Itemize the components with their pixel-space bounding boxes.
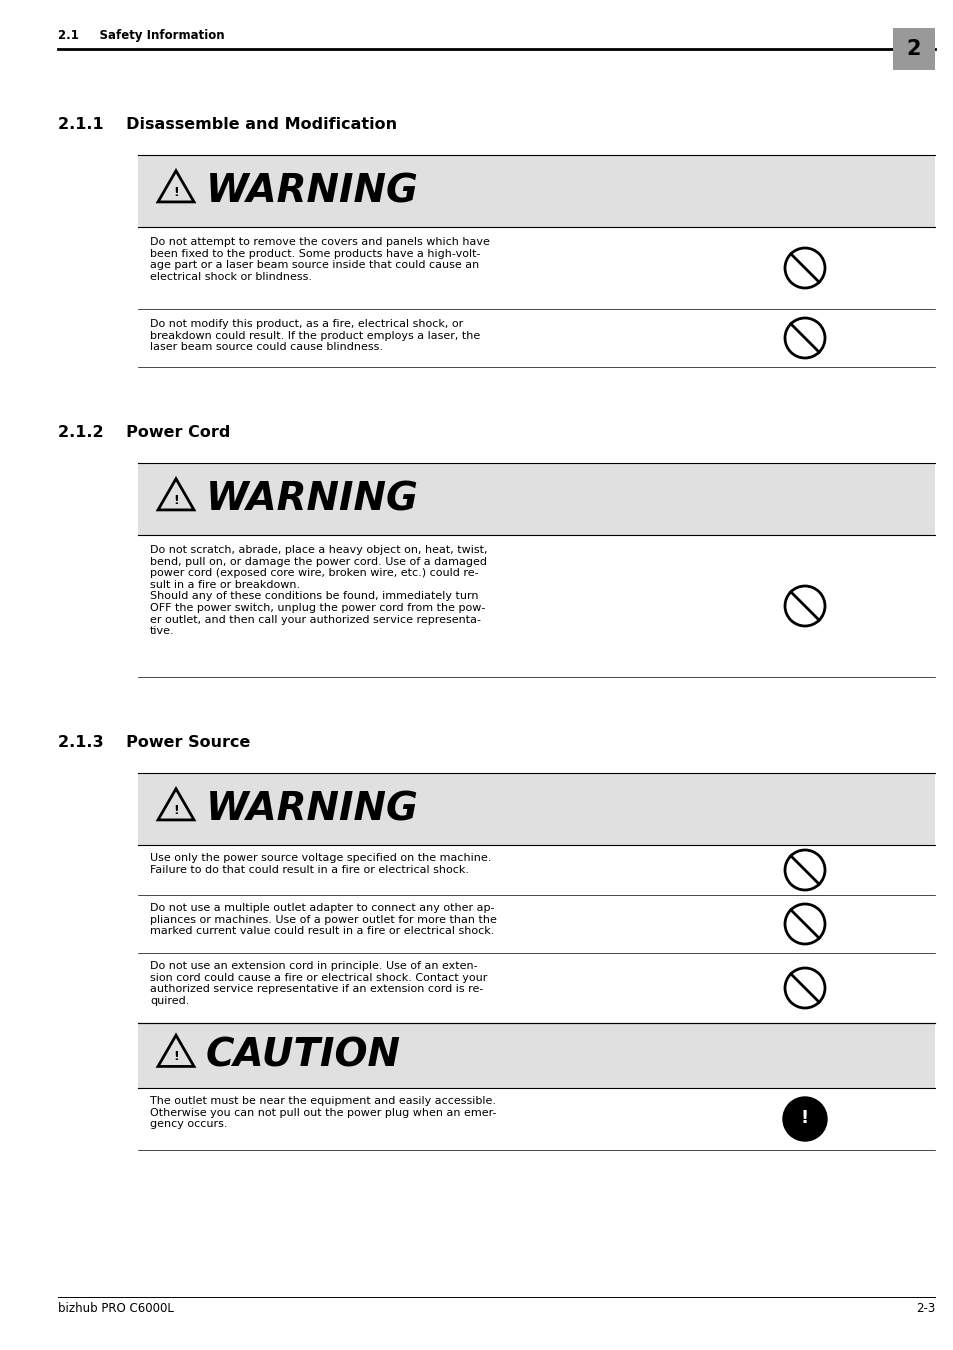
Text: Do not use an extension cord in principle. Use of an exten-
sion cord could caus: Do not use an extension cord in principl…	[150, 961, 487, 1006]
Text: WARNING: WARNING	[206, 790, 418, 828]
Text: Do not use a multiple outlet adapter to connect any other ap-
pliances or machin: Do not use a multiple outlet adapter to …	[150, 903, 497, 936]
Text: WARNING: WARNING	[206, 481, 418, 518]
Text: 2.1     Safety Information: 2.1 Safety Information	[58, 28, 224, 42]
Text: Do not attempt to remove the covers and panels which have
been fixed to the prod: Do not attempt to remove the covers and …	[150, 238, 489, 282]
Text: 2-3: 2-3	[915, 1301, 934, 1315]
FancyBboxPatch shape	[138, 463, 934, 535]
Text: Do not scratch, abrade, place a heavy object on, heat, twist,
bend, pull on, or : Do not scratch, abrade, place a heavy ob…	[150, 545, 487, 636]
Text: bizhub PRO C6000L: bizhub PRO C6000L	[58, 1301, 173, 1315]
Text: The outlet must be near the equipment and easily accessible.
Otherwise you can n: The outlet must be near the equipment an…	[150, 1096, 496, 1129]
Text: !: !	[172, 1050, 178, 1062]
Text: 2.1.1    Disassemble and Modification: 2.1.1 Disassemble and Modification	[58, 117, 396, 132]
FancyBboxPatch shape	[138, 155, 934, 227]
Circle shape	[782, 1098, 826, 1141]
Text: !: !	[172, 803, 178, 817]
Text: Use only the power source voltage specified on the machine.
Failure to do that c: Use only the power source voltage specif…	[150, 853, 491, 875]
Text: !: !	[801, 1108, 808, 1127]
Text: 2.1.3    Power Source: 2.1.3 Power Source	[58, 734, 250, 751]
FancyBboxPatch shape	[892, 28, 934, 70]
Text: 2.1.2    Power Cord: 2.1.2 Power Cord	[58, 425, 230, 440]
Text: !: !	[172, 494, 178, 506]
Text: 2: 2	[905, 39, 921, 59]
FancyBboxPatch shape	[138, 1023, 934, 1088]
Text: CAUTION: CAUTION	[206, 1037, 400, 1075]
Text: !: !	[172, 185, 178, 198]
Text: Do not modify this product, as a fire, electrical shock, or
breakdown could resu: Do not modify this product, as a fire, e…	[150, 319, 479, 352]
Text: WARNING: WARNING	[206, 171, 418, 211]
FancyBboxPatch shape	[138, 774, 934, 845]
